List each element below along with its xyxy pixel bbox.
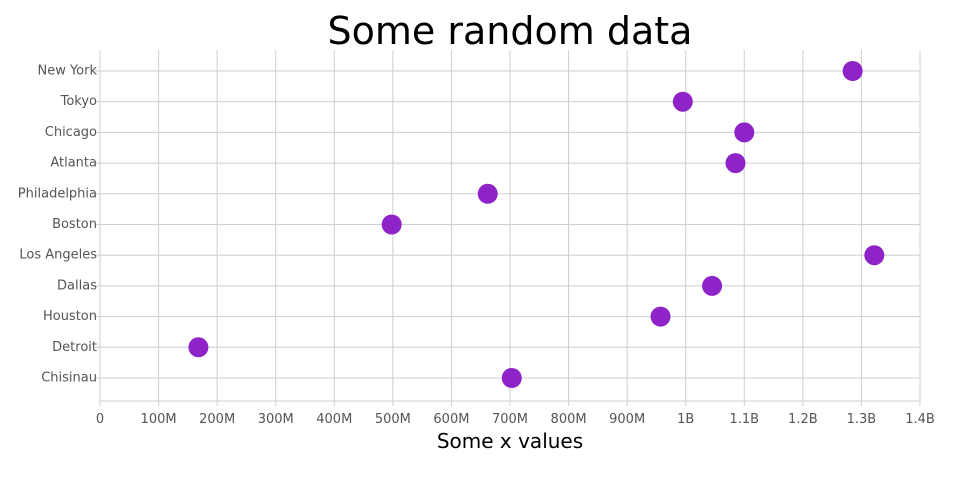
x-axis-tick-labels: 0 100M 200M 300M 400M 500M 600M 700M 800M 900M 1B 1… — [96, 412, 935, 427]
x-tick-label: 600M — [433, 412, 469, 427]
data-points — [188, 61, 885, 388]
y-tick-label: Houston — [43, 309, 97, 324]
data-point — [477, 183, 498, 204]
x-tick-label: 900M — [609, 412, 645, 427]
x-tick-label: 800M — [551, 412, 587, 427]
x-tick-label: 0 — [96, 412, 104, 427]
x-tick-label: 300M — [258, 412, 294, 427]
x-tick-label: 1.2B — [788, 412, 818, 427]
x-tick-label: 500M — [375, 412, 411, 427]
data-point — [702, 275, 723, 296]
data-point — [672, 91, 693, 112]
x-tick-label: 700M — [492, 412, 528, 427]
x-tick-label: 100M — [141, 412, 177, 427]
y-tick-label: Tokyo — [60, 94, 97, 109]
data-point — [725, 153, 746, 174]
data-point — [842, 61, 863, 81]
y-tick-label: Philadelphia — [18, 186, 97, 201]
x-axis-title: Some x values — [437, 429, 583, 453]
x-tick-label: 200M — [199, 412, 235, 427]
y-axis-tick-labels: New York Tokyo Chicago Atlanta Philadelphia B… — [18, 64, 98, 386]
data-point — [188, 337, 209, 358]
y-tick-label: Dallas — [57, 278, 97, 293]
x-tick-label: 1.3B — [847, 412, 877, 427]
data-point — [501, 368, 522, 388]
chart-title: Some random data — [328, 9, 693, 53]
y-tick-label: Chisinau — [41, 371, 97, 386]
y-tick-label: Boston — [52, 217, 97, 232]
data-point — [381, 214, 402, 235]
y-tick-label: Atlanta — [50, 156, 97, 171]
x-tick-label: 400M — [316, 412, 352, 427]
y-tick-label: New York — [37, 64, 97, 79]
data-point — [734, 122, 755, 143]
grid-lines — [99, 50, 921, 401]
data-point — [650, 306, 671, 327]
y-tick-label: Los Angeles — [19, 248, 97, 263]
y-tick-label: Chicago — [45, 125, 97, 140]
y-tick-label: Detroit — [52, 340, 97, 355]
x-tick-label: 1.1B — [729, 412, 759, 427]
x-tick-label: 1.4B — [905, 412, 935, 427]
axes — [95, 50, 921, 406]
data-point — [864, 245, 885, 266]
x-tick-label: 1B — [677, 412, 694, 427]
